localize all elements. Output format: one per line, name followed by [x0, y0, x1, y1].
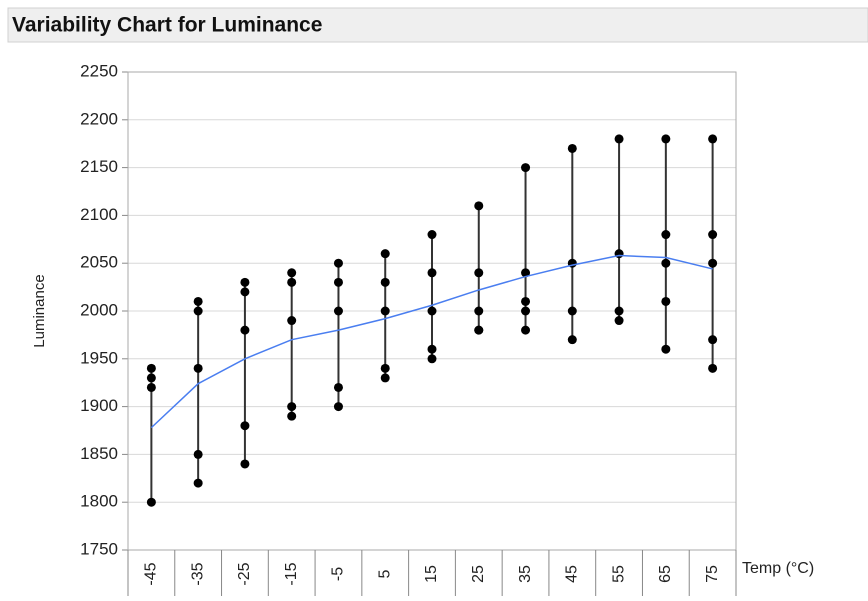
data-point — [380, 277, 390, 287]
data-point — [708, 258, 718, 268]
mean-line — [150, 254, 713, 429]
x-tick-label: 45 — [564, 565, 581, 583]
data-point — [287, 402, 297, 412]
chart-title: Variability Chart for Luminance — [12, 14, 322, 37]
y-tick-label: 2050 — [80, 253, 118, 272]
data-point — [521, 163, 531, 173]
data-point — [146, 373, 156, 383]
x-tick-label: -45 — [143, 562, 160, 585]
data-point — [240, 277, 250, 287]
data-point — [614, 316, 624, 326]
data-point — [521, 268, 531, 278]
y-tick-label: 1800 — [80, 492, 118, 511]
data-point — [521, 325, 531, 335]
x-tick-label: 5 — [376, 569, 393, 578]
data-point — [380, 249, 390, 259]
data-point — [567, 335, 577, 345]
y-tick-label: 1850 — [80, 444, 118, 463]
data-point — [333, 277, 343, 287]
data-point — [474, 201, 484, 211]
y-tick-label: 1750 — [80, 539, 118, 558]
x-tick-label: -5 — [330, 567, 347, 581]
data-point — [240, 421, 250, 431]
data-point — [193, 478, 203, 488]
data-point — [193, 449, 203, 459]
plot-frame — [127, 71, 737, 551]
x-tick-label: -15 — [283, 562, 300, 585]
data-point — [287, 316, 297, 326]
y-tick-label: 2150 — [80, 157, 118, 176]
data-point — [333, 382, 343, 392]
data-point — [661, 296, 671, 306]
data-point — [661, 344, 671, 354]
data-point — [474, 306, 484, 316]
y-tick-label: 1950 — [80, 348, 118, 367]
data-point — [287, 277, 297, 287]
y-tick-label: 2100 — [80, 205, 118, 224]
x-tick-label: 75 — [704, 565, 721, 583]
data-point — [427, 230, 437, 240]
data-point — [193, 296, 203, 306]
x-tick-label: 65 — [657, 565, 674, 583]
data-point — [521, 306, 531, 316]
data-point — [146, 382, 156, 392]
header-bar — [7, 7, 868, 43]
data-point — [661, 230, 671, 240]
data-point — [567, 143, 577, 153]
x-tick-label: 25 — [470, 565, 487, 583]
data-point — [287, 411, 297, 421]
y-tick-label: 1900 — [80, 396, 118, 415]
data-point — [380, 373, 390, 383]
data-point — [146, 363, 156, 373]
x-tick-label: 15 — [423, 565, 440, 583]
x-axis-label: Temp (°C) — [742, 560, 814, 577]
x-tick-label: -25 — [236, 562, 253, 585]
data-point — [193, 363, 203, 373]
data-point — [661, 258, 671, 268]
data-point — [380, 306, 390, 316]
x-tick-label: -35 — [189, 562, 206, 585]
data-point — [146, 497, 156, 507]
data-point — [708, 134, 718, 144]
data-point — [708, 230, 718, 240]
data-point — [567, 306, 577, 316]
x-tick-label: 55 — [610, 565, 627, 583]
y-tick-label: 2250 — [80, 61, 118, 80]
data-point — [427, 344, 437, 354]
data-point — [661, 134, 671, 144]
data-point — [287, 268, 297, 278]
data-point — [708, 363, 718, 373]
data-point — [427, 306, 437, 316]
data-point — [614, 306, 624, 316]
data-point — [521, 296, 531, 306]
data-point — [333, 402, 343, 412]
data-point — [474, 325, 484, 335]
data-point — [240, 287, 250, 297]
data-point — [240, 325, 250, 335]
data-point — [708, 335, 718, 345]
y-tick-label: 2200 — [80, 109, 118, 128]
data-point — [240, 459, 250, 469]
y-axis-label: Luminance — [31, 274, 48, 347]
data-point — [193, 306, 203, 316]
data-point — [474, 268, 484, 278]
data-point — [614, 134, 624, 144]
data-point — [333, 306, 343, 316]
data-point — [427, 354, 437, 364]
data-point — [380, 363, 390, 373]
data-point — [427, 268, 437, 278]
x-tick-label: 35 — [517, 565, 534, 583]
y-tick-label: 2000 — [80, 300, 118, 319]
data-point — [333, 258, 343, 268]
